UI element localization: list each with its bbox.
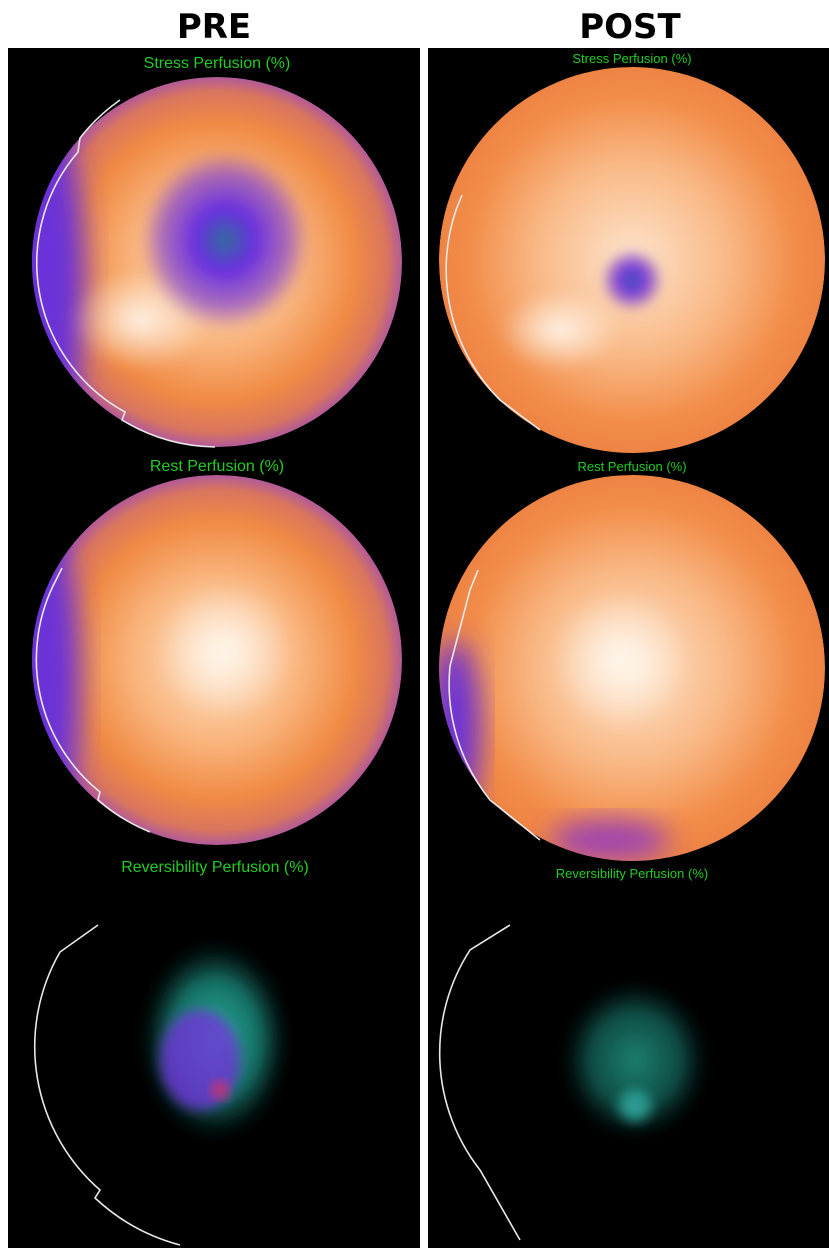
polar-map — [560, 980, 710, 1140]
figure: PRE POST Stress Perfusion (%) Rest Perfu… — [0, 0, 829, 1248]
map-label: Rest Perfusion (%) — [577, 459, 686, 474]
map-label: Stress Perfusion (%) — [144, 55, 291, 72]
column-title: POST — [579, 7, 681, 47]
polar-map — [439, 67, 825, 453]
map-label: Rest Perfusion (%) — [150, 458, 284, 475]
map-label: Reversibility Perfusion (%) — [556, 866, 708, 881]
polar-map — [140, 940, 290, 1140]
column-title: PRE — [177, 7, 251, 47]
map-label: Stress Perfusion (%) — [572, 51, 691, 66]
map-label: Reversibility Perfusion (%) — [121, 859, 309, 876]
